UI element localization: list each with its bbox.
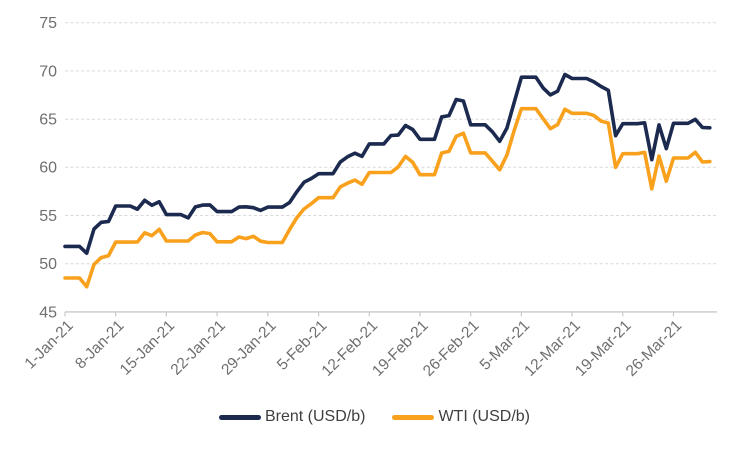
y-axis-label: 55 xyxy=(39,208,57,225)
legend-item-brent: Brent (USD/b) xyxy=(218,408,366,426)
brent-line-swatch xyxy=(218,414,261,420)
brent-legend-label: Brent (USD/b) xyxy=(264,408,366,425)
x-axis-label: 26-Mar-21 xyxy=(623,317,686,380)
x-axis-label: 29-Jan-21 xyxy=(218,317,279,378)
legend-item-wti: WTI (USD/b) xyxy=(392,408,530,426)
series-line-brent xyxy=(63,72,712,255)
y-axis-label: 60 xyxy=(39,160,57,177)
x-axis-labels-group: 1-Jan-218-Jan-2115-Jan-2122-Jan-2129-Jan… xyxy=(22,317,686,380)
wti-line-swatch xyxy=(392,414,435,420)
y-axis-label: 45 xyxy=(39,304,57,321)
oil-price-chart: 45 50 55 60 65 70 75 1-Jan-218-Jan-2115-Jan-21… xyxy=(22,15,717,380)
gridlines-group xyxy=(65,22,717,265)
y-axis-label: 50 xyxy=(39,256,57,273)
y-axis-label: 75 xyxy=(39,15,57,32)
y-axis-label: 65 xyxy=(39,112,57,129)
x-axis-group xyxy=(64,311,717,317)
y-axis-label: 70 xyxy=(39,63,57,80)
y-axis-labels-group: 45 50 55 60 65 70 75 xyxy=(39,15,57,321)
x-axis-label: 26-Feb-21 xyxy=(420,317,483,380)
x-axis-label: 1-Jan-21 xyxy=(22,317,77,372)
wti-legend-label: WTI (USD/b) xyxy=(438,408,530,425)
series-line-wti xyxy=(63,106,712,289)
series-group xyxy=(63,72,712,289)
chart-legend: Brent (USD/b) WTI (USD/b) xyxy=(0,408,749,426)
